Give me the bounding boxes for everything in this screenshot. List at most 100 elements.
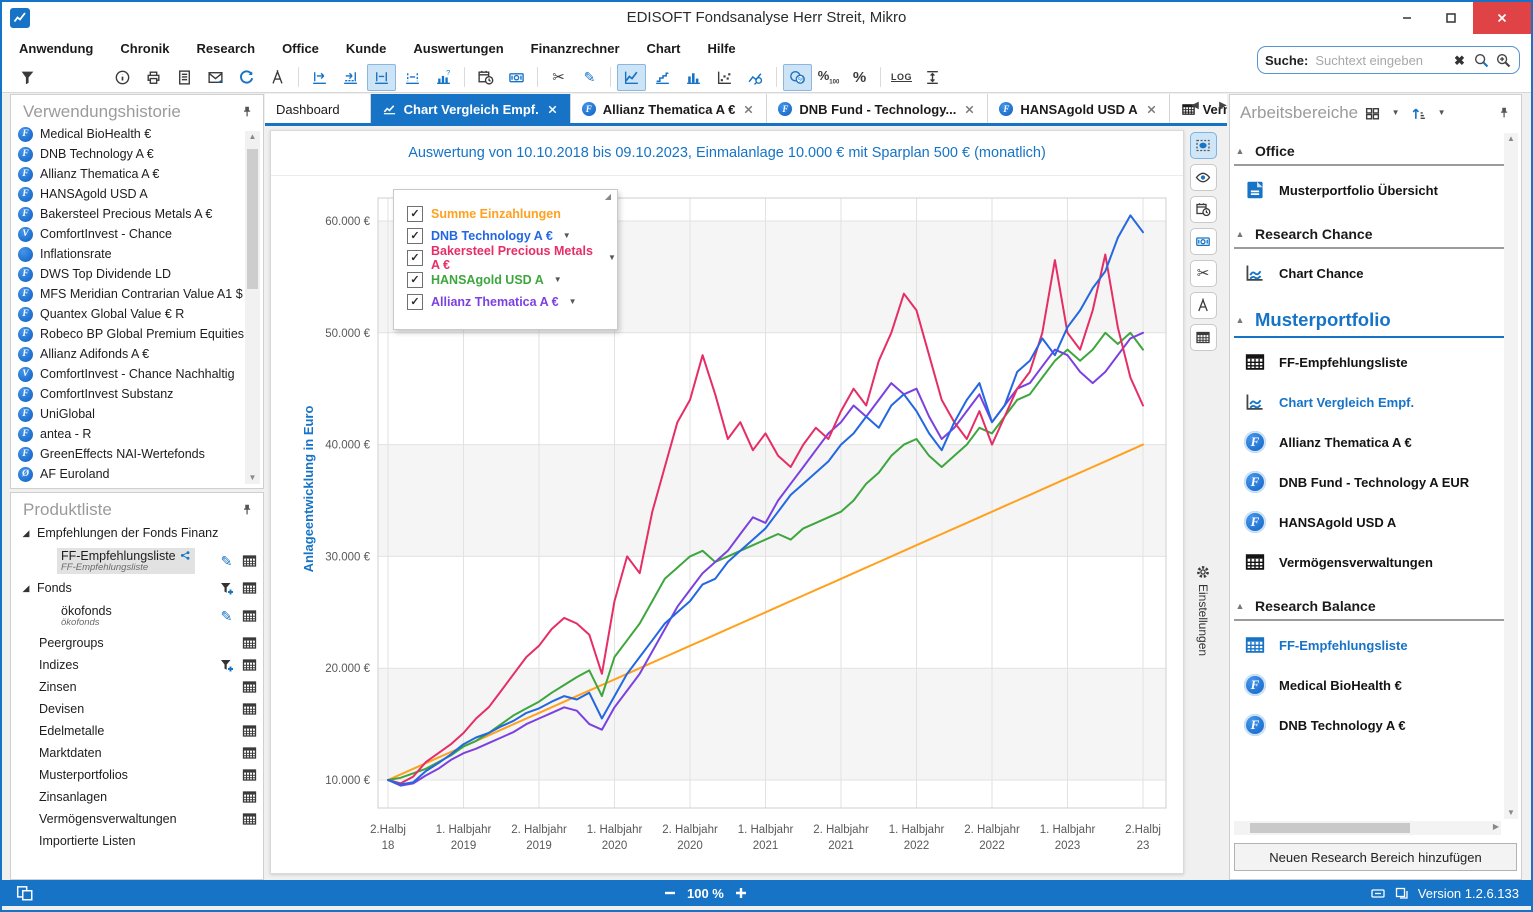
linkchart-icon[interactable] [741, 64, 770, 91]
print-icon[interactable] [139, 64, 168, 91]
menu-item[interactable]: Hilfe [707, 40, 736, 56]
legend-checkbox[interactable]: ✓ [407, 206, 423, 222]
tab[interactable]: F DNB Fund - Technology... [767, 94, 989, 124]
stepchart-icon[interactable] [648, 64, 677, 91]
workspaces-vscrollbar[interactable]: ▲ ▼ [1504, 133, 1518, 819]
legend-dropdown-icon[interactable]: ▼ [608, 253, 616, 262]
chevron-down-icon[interactable]: ▼ [1437, 108, 1446, 117]
chart-plot[interactable]: 10.000 € 20.000 € 30.000 € 40.000 € 50.000 €… [271, 131, 1183, 873]
layout-mini-icon[interactable] [1370, 885, 1386, 901]
pages-icon[interactable] [2, 884, 36, 902]
coins-icon[interactable]: % [783, 63, 812, 91]
legend-item[interactable]: ✓ HANSAgold USD A ▼ [394, 269, 617, 291]
side-tool-button[interactable]: ✂ [1189, 260, 1217, 287]
clear-search-icon[interactable]: ✖ [1454, 52, 1465, 68]
range2-icon[interactable] [336, 64, 365, 91]
pct-icon[interactable]: % [852, 68, 867, 86]
minimize-button[interactable] [1385, 2, 1429, 34]
tabs-scroll-right-icon[interactable]: ▶ [1219, 100, 1227, 111]
check-icon: ✓ [410, 273, 420, 286]
side-tool-button[interactable] [1189, 324, 1217, 351]
add-research-area-button[interactable]: Neuen Research Bereich hinzufügen [1234, 843, 1517, 871]
menu-item[interactable]: Anwendung [19, 40, 94, 56]
cut-icon[interactable]: ✂ [552, 68, 565, 86]
maximize-button[interactable] [1429, 2, 1473, 34]
legend-dropdown-icon[interactable]: ▼ [568, 297, 577, 306]
funnel-icon[interactable] [13, 64, 42, 91]
zoom-in-icon[interactable] [733, 885, 749, 901]
legend-item[interactable]: ✓ Bakersteel Precious Metals A € ▼ [394, 244, 617, 272]
legend-dropdown-icon[interactable]: ▼ [553, 275, 562, 284]
range1-icon[interactable] [305, 64, 334, 91]
chart-legend[interactable]: ◢ ✓ Summe Einzahlungen ✓ DNB Technology … [393, 189, 618, 330]
workspaces-hscrollbar[interactable]: ◀ ▶ [1234, 821, 1501, 835]
menu-item[interactable]: Chronik [120, 40, 170, 56]
legend-collapse-icon[interactable]: ◢ [604, 192, 612, 201]
doc-icon[interactable] [170, 64, 199, 91]
menu-item[interactable]: Finanzrechner [530, 40, 620, 56]
scroll-down-icon[interactable]: ▼ [248, 473, 257, 482]
legend-item[interactable]: ✓ Summe Einzahlungen [394, 203, 617, 225]
log-icon[interactable]: LOG [891, 71, 912, 82]
range4-icon[interactable] [398, 64, 427, 91]
zoom-search-icon[interactable] [1495, 52, 1512, 69]
legend-item[interactable]: ✓ Allianz Thematica A € ▼ [394, 291, 617, 313]
scroll-up-icon[interactable]: ▲ [248, 132, 257, 141]
pin-icon[interactable] [240, 105, 254, 119]
side-tool-button[interactable] [1189, 292, 1217, 319]
tab-close-icon[interactable] [1145, 103, 1158, 116]
info-icon[interactable] [108, 64, 137, 91]
tab-close-icon[interactable] [963, 103, 976, 116]
tab-close-icon[interactable] [546, 103, 559, 116]
pin-icon[interactable] [1497, 106, 1511, 120]
money-icon[interactable] [502, 64, 531, 91]
refresh-icon[interactable] [232, 64, 261, 91]
scatter-icon[interactable] [710, 64, 739, 91]
side-tool-button[interactable] [1189, 228, 1217, 255]
mail-icon[interactable] [201, 64, 230, 91]
compass-icon[interactable] [263, 64, 292, 91]
window-mini-icon[interactable] [1394, 885, 1410, 901]
tab[interactable]: Dashboard [265, 94, 371, 124]
gear-icon[interactable] [1195, 564, 1211, 580]
side-tool-button[interactable] [1189, 196, 1217, 223]
legend-checkbox[interactable]: ✓ [407, 294, 423, 310]
editmoney-icon[interactable]: ✎ [583, 69, 596, 85]
side-tool-button[interactable] [1189, 164, 1217, 191]
legend-dropdown-icon[interactable]: ▼ [562, 231, 571, 240]
svg-text:?: ? [446, 69, 450, 77]
tab[interactable]: F HANSAgold USD A [988, 94, 1170, 124]
menu-item[interactable]: Auswertungen [413, 40, 504, 56]
tab[interactable]: Vermö [1169, 94, 1227, 124]
legend-checkbox[interactable]: ✓ [407, 272, 423, 288]
chevron-down-icon[interactable]: ▼ [1391, 108, 1400, 117]
barchart-icon[interactable] [679, 64, 708, 91]
pct100-icon[interactable]: %100 [817, 67, 840, 86]
menu-item[interactable]: Chart [646, 40, 681, 56]
search-icon[interactable] [1473, 52, 1490, 69]
tabs-scroll-left-icon[interactable]: ◀ [1191, 100, 1199, 111]
range3-icon[interactable] [367, 63, 396, 91]
legend-checkbox[interactable]: ✓ [407, 250, 423, 266]
menu-item[interactable]: Office [282, 40, 319, 56]
calclock-icon[interactable] [471, 64, 500, 91]
layout-icon[interactable] [1364, 105, 1381, 122]
legend-checkbox[interactable]: ✓ [407, 228, 423, 244]
tab-close-icon[interactable] [742, 103, 755, 116]
linechart-icon[interactable] [617, 63, 646, 91]
pin-icon[interactable] [240, 503, 254, 517]
search-input[interactable] [1313, 51, 1446, 69]
close-button[interactable] [1473, 2, 1531, 34]
vrange-icon[interactable] [918, 64, 947, 91]
menu-item[interactable]: Kunde [345, 40, 387, 56]
menu-item[interactable]: Research [196, 40, 256, 56]
legend-item[interactable]: ✓ DNB Technology A € ▼ [394, 225, 617, 247]
sort-icon[interactable] [1410, 105, 1427, 122]
history-scrollbar[interactable]: ▲ ▼ [245, 131, 260, 484]
side-tool-button[interactable] [1189, 132, 1217, 159]
barsq-icon[interactable]: ? [429, 64, 458, 91]
tab[interactable]: Chart Vergleich Empf. [370, 94, 571, 124]
tab[interactable]: F Allianz Thematica A € [570, 94, 768, 124]
zoom-out-icon[interactable] [662, 885, 678, 901]
settings-label[interactable]: Einstellungen [1196, 584, 1210, 657]
